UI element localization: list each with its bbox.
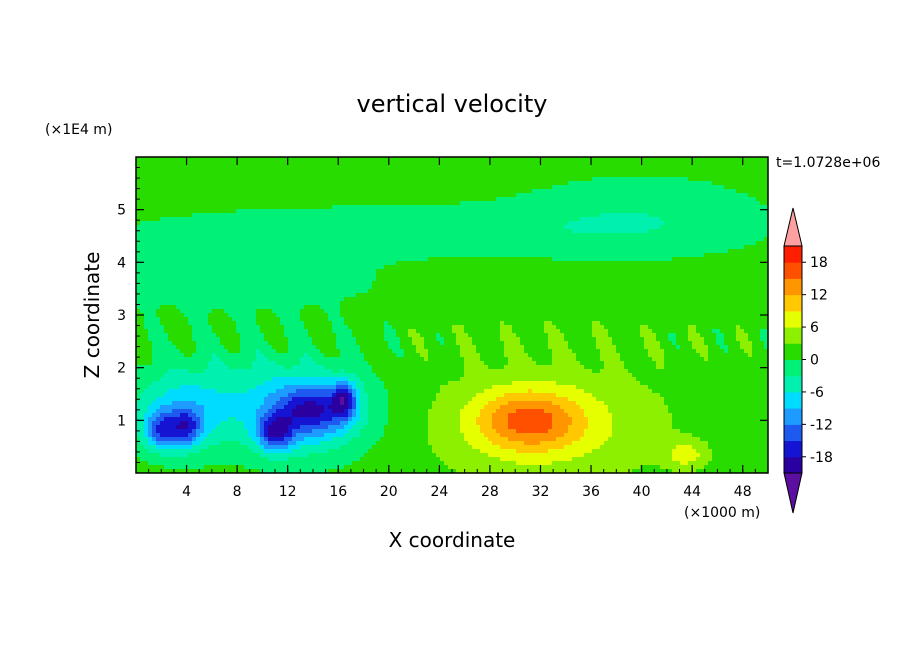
x-tick-label: 40 [633, 484, 651, 500]
colorbar-segment [784, 456, 802, 474]
chart-title: vertical velocity [357, 90, 548, 118]
colorbar-segment [784, 310, 802, 328]
x-tick-label: 24 [430, 484, 448, 500]
y-tick-label: 3 [117, 308, 126, 324]
colorbar-segment [784, 343, 802, 360]
x-tick-label: 48 [734, 484, 752, 500]
x-tick-label: 32 [532, 484, 550, 500]
y-tick-label: 1 [117, 413, 126, 429]
colorbar-tick-label: -18 [810, 450, 833, 466]
colorbar-segment [784, 408, 802, 425]
colorbar-segment [784, 391, 802, 409]
colorbar-segment [784, 294, 802, 312]
colorbar-segment [784, 375, 802, 393]
colorbar-segment [784, 278, 802, 296]
colorbar-segment [784, 262, 802, 279]
colorbar-segment [784, 246, 802, 263]
colorbar-segment [784, 359, 802, 377]
y-tick-label: 4 [117, 255, 126, 271]
colorbar: 18 12 6 0 -6 -12 -18 [783, 207, 833, 514]
y-axis-ticks: 1 2 3 4 5 [117, 167, 768, 474]
y-tick-label: 5 [117, 203, 126, 219]
colorbar-segment [784, 440, 802, 458]
colorbar-tick-label: 6 [810, 320, 819, 336]
x-axis-ticks: 4 8 12 16 20 24 28 32 36 40 44 48 [135, 157, 769, 500]
y-tick-label: 2 [117, 361, 126, 377]
colorbar-tick-label: -6 [810, 385, 824, 401]
colorbar-extend-top [783, 207, 803, 247]
contour-field [136, 157, 768, 473]
x-tick-label: 44 [683, 484, 701, 500]
x-unit-label: (×1000 m) [684, 505, 760, 521]
x-tick-label: 16 [329, 484, 347, 500]
y-axis-label: Z coordinate [80, 252, 104, 379]
colorbar-segment [784, 424, 802, 442]
x-tick-label: 8 [233, 484, 242, 500]
x-axis-label: X coordinate [389, 528, 516, 552]
colorbar-segment [784, 327, 802, 344]
x-tick-label: 4 [182, 484, 191, 500]
x-tick-label: 20 [380, 484, 398, 500]
colorbar-extend-bottom [783, 472, 803, 514]
time-label: t=1.0728e+06 [776, 155, 880, 171]
colorbar-tick-label: 12 [810, 288, 828, 304]
x-tick-label: 12 [279, 484, 297, 500]
colorbar-tick-label: -12 [810, 417, 833, 433]
x-tick-label: 36 [582, 484, 600, 500]
x-tick-label: 28 [481, 484, 499, 500]
colorbar-tick-label: 18 [810, 255, 828, 271]
colorbar-tick-label: 0 [810, 353, 819, 369]
y-unit-label: (×1E4 m) [45, 122, 112, 138]
